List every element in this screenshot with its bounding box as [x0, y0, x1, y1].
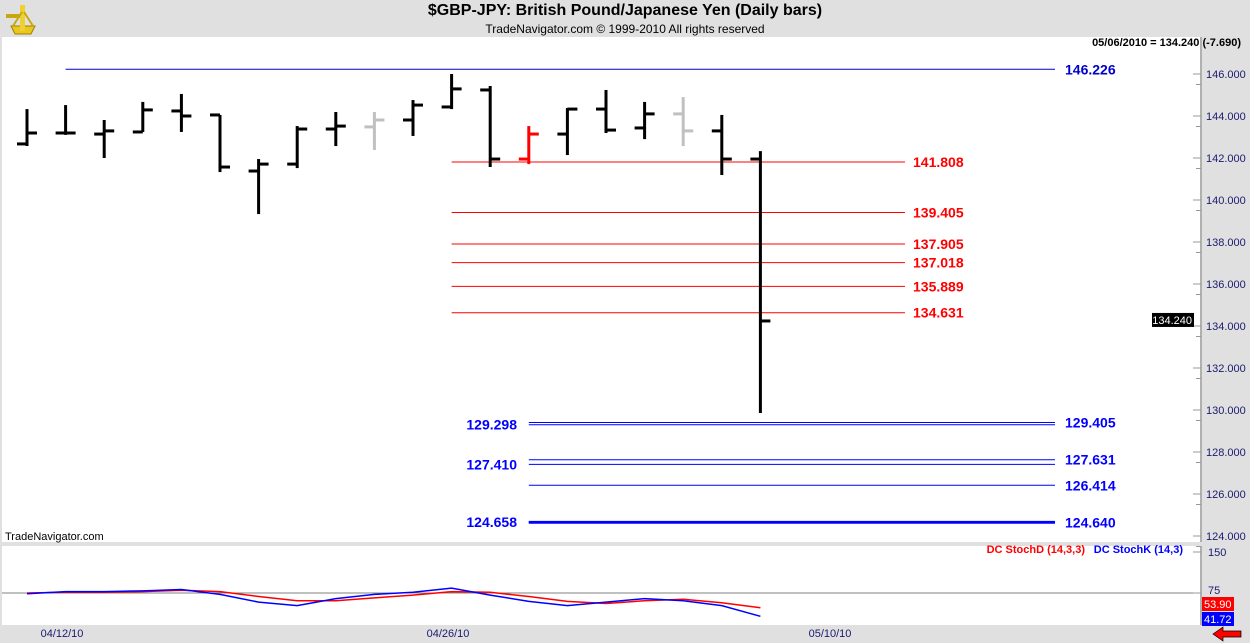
ohlc-bar — [634, 101, 655, 140]
y-tick-label: 138.000 — [1206, 237, 1246, 249]
y-tick-label: 128.000 — [1206, 447, 1246, 459]
level-label: 137.018 — [913, 255, 964, 271]
x-tick-label: 05/10/10 — [809, 628, 852, 640]
y-tick-label: 124.000 — [1206, 531, 1246, 543]
ohlc-bar — [94, 119, 115, 158]
y-tick-label: 134.000 — [1206, 321, 1246, 333]
ohlc-bar — [364, 112, 385, 151]
ohlc-bar — [248, 159, 269, 215]
ohlc-bar — [480, 85, 501, 168]
stoch-last-box — [1202, 612, 1234, 626]
ohlc-bar — [403, 100, 423, 136]
last-price-box — [1152, 312, 1194, 327]
level-label: 137.905 — [913, 236, 964, 252]
ohlc-bar — [750, 151, 771, 413]
stoch-tick-label: 75 — [1208, 585, 1220, 597]
ohlc-bar — [210, 113, 230, 173]
x-tick-label: 04/12/10 — [41, 628, 84, 640]
stoch-lines: 150 75 53.90 41.72 — [2, 547, 1234, 626]
level-label: 127.631 — [1065, 452, 1116, 468]
x-tick-label: 04/26/10 — [427, 628, 470, 640]
price-bars — [17, 74, 771, 413]
legend-stochk: DC StochK (14,3) — [1094, 544, 1184, 556]
ohlc-bar — [171, 93, 192, 132]
level-label: 135.889 — [913, 278, 964, 294]
ohlc-bar — [17, 109, 37, 147]
level-lines: 146.226 141.808 139.405 137.905 137.018 135.8… — [65, 61, 1116, 531]
price-axis: 124.000 126.000 128.000 130.000 132.000 134.0… — [1152, 69, 1246, 547]
level-label: 127.410 — [466, 456, 517, 472]
ohlc-bar — [132, 101, 153, 134]
watermark: TradeNavigator.com — [5, 531, 104, 543]
stoch-last-box — [1202, 597, 1234, 611]
level-label: 141.808 — [913, 154, 964, 170]
y-tick-label: 142.000 — [1206, 153, 1246, 165]
ohlc-bar — [557, 107, 578, 156]
price-readout: 05/06/2010 = 134.240 (-7.690) — [1092, 37, 1241, 49]
ohlc-bar — [441, 74, 462, 110]
stoch-series-line — [26, 587, 761, 618]
y-tick-label: 130.000 — [1206, 405, 1246, 417]
price-panel — [2, 37, 1201, 542]
level-label: 126.414 — [1065, 477, 1116, 493]
chart-title: $GBP-JPY: British Pound/Japanese Yen (Da… — [427, 2, 823, 19]
legend-stochd: DC StochD (14,3,3) — [987, 544, 1086, 556]
stoch-last-label: 41.72 — [1204, 614, 1232, 626]
level-label: 139.405 — [913, 204, 964, 220]
ohlc-bar — [596, 89, 616, 134]
ohlc-bar — [518, 126, 539, 165]
y-tick-label: 144.000 — [1206, 111, 1246, 123]
level-label: 124.640 — [1065, 515, 1116, 531]
y-tick-label: 132.000 — [1206, 363, 1246, 375]
ohlc-bar — [711, 114, 732, 176]
y-tick-label: 140.000 — [1206, 195, 1246, 207]
level-label: 129.405 — [1065, 414, 1116, 430]
ohlc-bar — [287, 126, 308, 169]
y-tick-label: 146.000 — [1206, 69, 1246, 81]
level-label: 129.298 — [466, 417, 517, 433]
y-tick-label: 136.000 — [1206, 279, 1246, 291]
red-left-arrow-icon[interactable] — [1212, 626, 1242, 642]
stoch-tick-label: 150 — [1208, 547, 1226, 559]
stoch-last-label: 53.90 — [1204, 599, 1232, 611]
date-axis: 04/12/10 04/26/10 05/10/10 — [41, 628, 852, 640]
level-label: 146.226 — [1065, 61, 1116, 77]
sextant-icon — [3, 2, 39, 41]
stoch-panel — [2, 546, 1201, 625]
chart-subtitle: TradeNavigator.com © 1999-2010 All right… — [485, 22, 765, 36]
y-tick-label: 126.000 — [1206, 489, 1246, 501]
level-label: 124.658 — [466, 514, 517, 530]
level-label: 134.631 — [913, 305, 964, 321]
ohlc-bar — [325, 112, 346, 147]
last-price-label: 134.240 — [1152, 315, 1192, 327]
ohlc-bar — [673, 97, 694, 147]
ohlc-bar — [55, 105, 76, 135]
